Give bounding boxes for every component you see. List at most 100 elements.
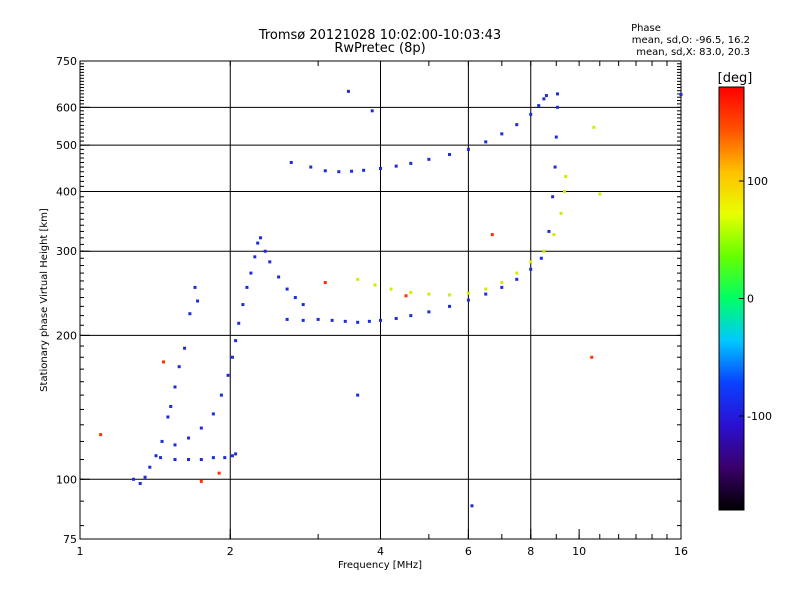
data-point (554, 135, 558, 139)
phase-stats-heading: Phase (631, 23, 661, 34)
x-axis-label: Frequency [MHz] (338, 560, 422, 571)
data-point (173, 457, 177, 461)
data-point (559, 211, 563, 215)
data-point (337, 170, 341, 174)
data-point (373, 283, 377, 287)
data-point (542, 249, 546, 253)
colorbar-tick-label: 0 (747, 293, 754, 306)
x-tick-label: 4 (377, 545, 384, 558)
x-tick-label: 2 (227, 545, 234, 558)
data-point (188, 312, 192, 316)
data-point (256, 241, 260, 245)
data-points (99, 89, 683, 508)
data-point (427, 292, 431, 296)
data-point (409, 314, 413, 318)
data-point (162, 360, 166, 364)
data-point (563, 189, 567, 193)
phase-stats-x: mean, sd,X: 83.0, 20.3 (636, 47, 750, 58)
data-point (466, 147, 470, 151)
data-point (285, 287, 289, 291)
data-point (196, 299, 200, 303)
data-point (529, 267, 533, 271)
data-point (166, 415, 170, 419)
data-point (346, 89, 350, 93)
data-point (143, 475, 147, 479)
data-point (211, 456, 215, 460)
data-point (323, 169, 327, 173)
data-point (159, 456, 163, 460)
data-point (316, 317, 320, 321)
data-point (285, 317, 289, 321)
gridlines (80, 61, 681, 539)
data-point (515, 277, 519, 281)
data-point (177, 365, 181, 369)
y-tick-label: 100 (56, 473, 77, 486)
data-point (470, 504, 474, 508)
colorbar-tick-label: 100 (747, 175, 768, 188)
data-point (544, 94, 548, 98)
data-point (323, 281, 327, 285)
data-point (350, 169, 354, 173)
data-point (515, 271, 519, 275)
colorbar-tick-label: -100 (747, 410, 772, 423)
data-point (183, 346, 187, 350)
data-point (289, 160, 293, 164)
data-point (301, 318, 305, 322)
data-point (394, 164, 398, 168)
data-point (379, 166, 382, 170)
data-point (173, 385, 177, 389)
data-point (148, 465, 152, 469)
data-point (330, 318, 334, 322)
data-point (154, 454, 158, 458)
data-point (230, 355, 234, 359)
y-tick-label: 75 (63, 533, 77, 546)
data-point (529, 112, 533, 116)
data-point (193, 285, 197, 289)
data-point (592, 125, 596, 129)
data-point (234, 452, 238, 456)
data-point (99, 433, 103, 437)
data-point (404, 294, 408, 298)
y-tick-label: 600 (56, 101, 77, 114)
data-point (226, 373, 230, 377)
data-point (484, 140, 488, 144)
y-axis-label: Stationary phase Virtual Height [km] (39, 208, 50, 392)
data-point (484, 292, 488, 296)
data-point (199, 426, 203, 430)
colorbar-label: [deg] (718, 71, 753, 86)
data-point (343, 319, 347, 323)
data-point (199, 479, 203, 483)
data-point (173, 443, 177, 447)
data-point (370, 109, 374, 113)
y-tick-label: 400 (56, 185, 77, 198)
x-tick-label: 1 (77, 545, 84, 558)
data-point (379, 318, 382, 322)
data-point (211, 412, 215, 416)
data-point (268, 260, 272, 264)
x-tick-label: 8 (527, 545, 534, 558)
data-point (555, 92, 559, 96)
data-point (500, 132, 504, 136)
data-point (409, 290, 413, 294)
data-point (199, 457, 203, 461)
data-point (448, 304, 452, 308)
data-point (529, 260, 533, 264)
data-point (219, 393, 223, 397)
data-point (427, 310, 431, 314)
data-point (552, 233, 556, 237)
data-point (160, 439, 164, 443)
data-point (237, 321, 241, 325)
chart-subtitle: RwPretec (8p) (334, 41, 425, 56)
data-point (249, 271, 253, 275)
phase-stats-o: mean, sd,O: -96.5, 16.2 (632, 35, 750, 46)
data-point (466, 291, 470, 295)
data-point (132, 477, 136, 481)
data-point (590, 355, 594, 359)
data-point (356, 393, 360, 397)
data-point (448, 293, 452, 297)
data-point (490, 233, 494, 237)
data-point (448, 153, 452, 157)
data-point (309, 165, 313, 169)
chart-title: Tromsø 20121028 10:02:00-10:03:43 (258, 28, 501, 43)
